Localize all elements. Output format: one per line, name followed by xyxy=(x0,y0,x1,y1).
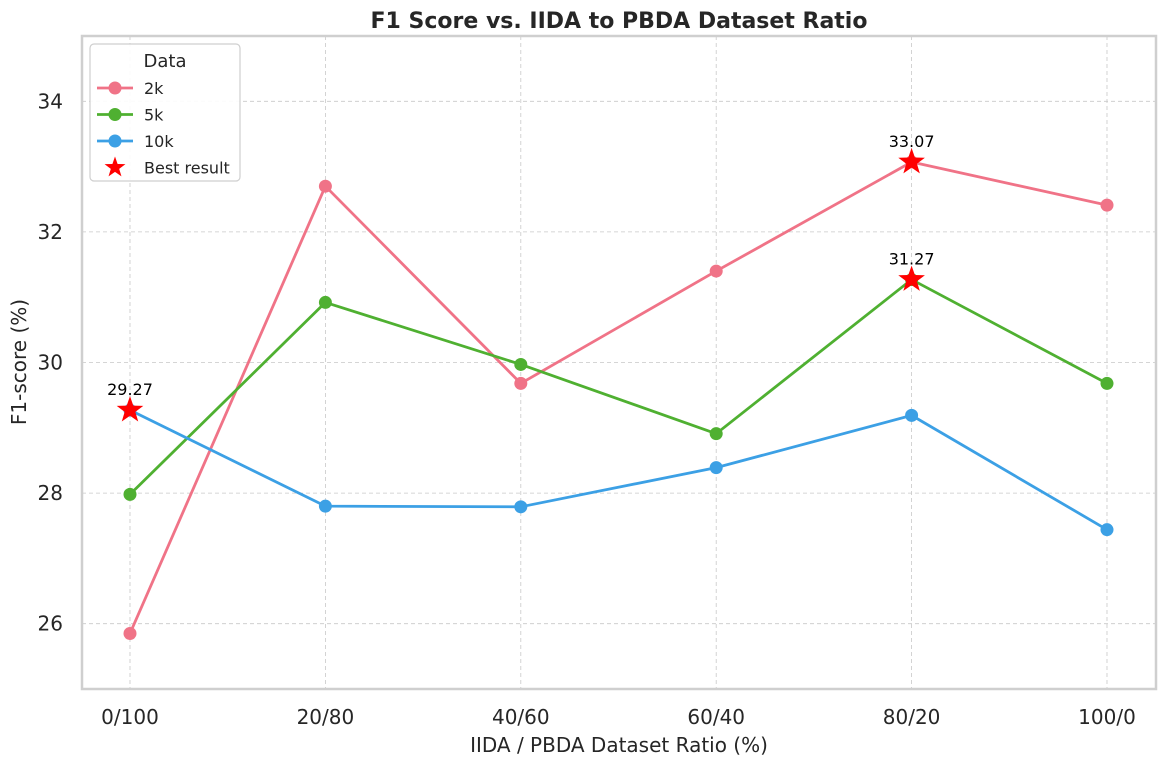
x-tick-label: 0/100 xyxy=(101,705,159,729)
data-point-2k xyxy=(1100,198,1114,212)
y-tick-label: 34 xyxy=(38,89,63,113)
tick-labels: 0/100 20/80 40/60 60/40 80/20 100/0 26 28 30 32 34 xyxy=(38,89,1136,729)
data-point-5k xyxy=(318,295,332,309)
data-point-2k xyxy=(514,376,528,390)
legend-marker xyxy=(108,81,122,95)
y-tick-label: 32 xyxy=(38,220,63,244)
series-5k xyxy=(123,273,1114,501)
series-layer xyxy=(123,155,1114,640)
x-tick-label: 100/0 xyxy=(1078,705,1136,729)
y-tick-label: 28 xyxy=(38,481,63,505)
y-tick-label: 30 xyxy=(38,351,63,375)
legend-entry-best-result: Best result xyxy=(104,156,230,178)
x-tick-label: 60/40 xyxy=(687,705,745,729)
best-result-star xyxy=(898,265,925,291)
legend-box xyxy=(89,43,241,182)
legend-entry-2k: 2k xyxy=(97,79,164,98)
data-point-10k xyxy=(905,408,919,422)
data-point-10k xyxy=(318,499,332,513)
best-result-label: 31.27 xyxy=(889,250,935,269)
x-axis-label: IIDA / PBDA Dataset Ratio (%) xyxy=(470,733,768,757)
x-tick-label: 20/80 xyxy=(297,705,355,729)
x-tick-label: 80/20 xyxy=(883,705,941,729)
y-axis-label: F1-score (%) xyxy=(7,299,31,425)
series-line-2k xyxy=(128,160,1108,635)
data-point-5k xyxy=(123,487,137,501)
best-result-layer: 33.07 31.27 29.27 xyxy=(107,132,935,422)
data-point-2k xyxy=(318,179,332,193)
series-line-5k xyxy=(129,278,1108,496)
best-result-label: 29.27 xyxy=(107,380,153,399)
legend-title: Data xyxy=(144,51,187,72)
plot-frame xyxy=(80,34,1158,691)
data-point-5k xyxy=(514,357,528,371)
data-point-10k xyxy=(1100,523,1114,537)
legend-star-marker xyxy=(104,156,126,177)
data-point-10k xyxy=(514,500,528,514)
x-tick-label: 40/60 xyxy=(492,705,550,729)
data-point-5k xyxy=(709,427,723,441)
data-point-2k xyxy=(123,626,137,640)
legend-entries: 2k 5k 10k Best result xyxy=(97,79,230,178)
chart-title: F1 Score vs. IIDA to PBDA Dataset Ratio xyxy=(371,9,868,34)
data-point-10k xyxy=(709,461,723,475)
legend: Data 2k 5k 10k Best result xyxy=(89,43,241,182)
best-result-star xyxy=(116,396,144,422)
legend-marker xyxy=(108,134,122,148)
legend-label: 2k xyxy=(144,79,164,98)
series-line-10k xyxy=(129,408,1108,531)
legend-label: 10k xyxy=(144,132,174,151)
legend-label: Best result xyxy=(144,159,230,178)
series-2k xyxy=(123,155,1114,640)
legend-label: 5k xyxy=(144,106,164,125)
best-result-star xyxy=(898,148,925,174)
y-tick-label: 26 xyxy=(38,612,63,636)
data-point-2k xyxy=(709,264,723,278)
data-point-5k xyxy=(1100,376,1114,390)
best-result-label: 33.07 xyxy=(889,132,935,151)
legend-entry-5k: 5k xyxy=(97,106,164,125)
legend-marker xyxy=(108,108,122,121)
legend-entry-10k: 10k xyxy=(97,132,174,151)
